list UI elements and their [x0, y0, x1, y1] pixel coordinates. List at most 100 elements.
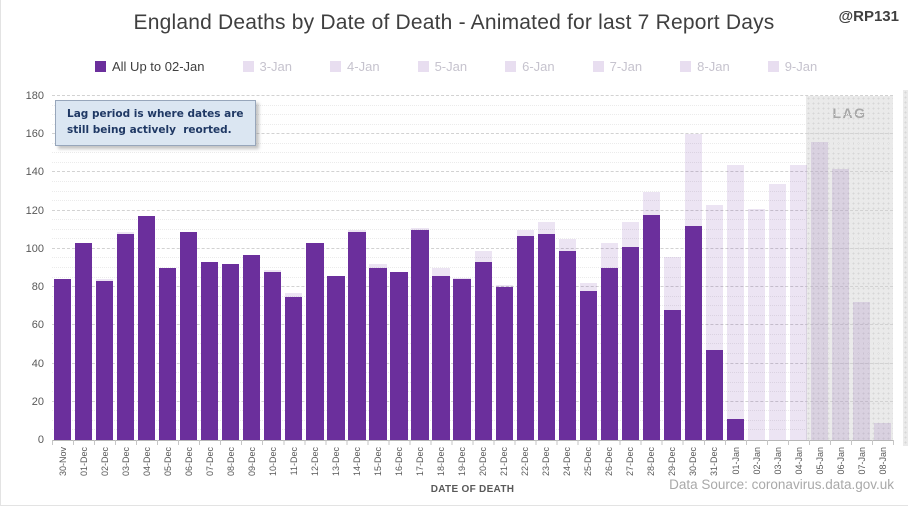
x-label-slot: 25-Dec — [578, 447, 599, 489]
x-label-slot: 01-Dec — [73, 447, 94, 489]
x-tick-label: 01-Dec — [78, 447, 89, 477]
legend-swatch-icon — [680, 61, 692, 72]
bar-slot-18-Dec — [431, 96, 452, 440]
bar-slot-15-Dec — [367, 96, 388, 440]
legend-item-3: 5-Jan — [417, 59, 467, 74]
legend-swatch-icon — [242, 61, 254, 72]
x-tick-label: 04-Dec — [141, 447, 152, 477]
x-tick-label: 10-Dec — [267, 447, 278, 477]
bar-dark-28-Dec — [642, 214, 660, 440]
bar-dark-04-Dec — [138, 216, 156, 440]
bar-slot-07-Dec — [199, 96, 220, 440]
lag-edge-strip — [903, 90, 908, 446]
bar-slot-01-Dec — [73, 96, 94, 440]
x-tick-label: 05-Jan — [814, 447, 825, 475]
x-label-slot: 09-Dec — [241, 447, 262, 489]
bar-dark-31-Dec — [705, 350, 724, 440]
bar-slot-03-Dec — [115, 96, 136, 440]
x-tick-label: 23-Dec — [541, 447, 552, 477]
lag-annotation: Lag period is where dates are still bein… — [55, 100, 256, 146]
x-tick-label: 13-Dec — [330, 447, 341, 477]
bar-slot-24-Dec — [557, 96, 578, 440]
bar-slot-31-Dec — [704, 96, 725, 440]
x-label-slot: 03-Dec — [115, 447, 136, 489]
x-tick-label: 18-Dec — [436, 447, 447, 477]
x-label-slot: 27-Dec — [620, 447, 641, 489]
bar-light-07-Jan — [853, 302, 871, 440]
x-tick-label: 26-Dec — [604, 447, 615, 477]
bar-slot-29-Dec — [662, 96, 683, 440]
x-label-slot: 15-Dec — [367, 447, 388, 489]
bar-dark-20-Dec — [474, 262, 492, 440]
x-tick-label: 08-Dec — [225, 447, 236, 477]
legend-item-6: 8-Jan — [680, 59, 730, 74]
bar-dark-09-Dec — [243, 254, 261, 440]
bar-dark-30-Dec — [684, 225, 703, 440]
bar-slot-21-Dec — [494, 96, 515, 440]
x-label-slot: 13-Dec — [325, 447, 346, 489]
bar-slot-09-Dec — [241, 96, 262, 440]
legend-swatch-icon — [505, 61, 517, 72]
legend-item-label: 7-Jan — [609, 59, 643, 74]
legend-item-7: 9-Jan — [767, 59, 817, 74]
x-tick-label: 07-Jan — [856, 447, 867, 475]
legend-swatch-icon — [592, 61, 604, 72]
x-label-slot: 19-Dec — [452, 447, 473, 489]
x-tick-label: 12-Dec — [309, 447, 320, 477]
bar-dark-18-Dec — [432, 275, 450, 440]
bar-dark-21-Dec — [495, 287, 513, 440]
y-tick-label: 60 — [31, 319, 44, 332]
x-label-slot: 04-Dec — [136, 447, 157, 489]
bar-slot-28-Dec — [641, 96, 662, 440]
bar-slot-05-Dec — [157, 96, 178, 440]
bar-slot-05-Jan — [809, 96, 830, 440]
x-tick-label: 22-Dec — [520, 447, 531, 477]
x-tick-label: 27-Dec — [625, 447, 636, 477]
bar-slot-08-Dec — [220, 96, 241, 440]
data-source-label: Data Source: coronavirus.data.gov.uk — [669, 477, 894, 492]
bar-light-01-Jan — [726, 164, 745, 440]
x-label-slot: 28-Dec — [641, 447, 662, 489]
bar-slot-01-Jan — [725, 96, 746, 440]
lag-annotation-text: Lag period is where dates are still bein… — [67, 108, 244, 137]
y-tick-label: 40 — [31, 357, 44, 370]
x-tick-label: 31-Dec — [709, 447, 720, 477]
bar-slot-22-Dec — [515, 96, 536, 440]
bar-dark-27-Dec — [621, 246, 639, 440]
x-tick-label: 09-Dec — [246, 447, 257, 477]
x-label-slot: 11-Dec — [283, 447, 304, 489]
x-tick-label: 20-Dec — [478, 447, 489, 477]
bar-slot-14-Dec — [346, 96, 367, 440]
bar-light-05-Jan — [811, 141, 829, 440]
y-tick-label: 120 — [25, 204, 44, 217]
x-label-slot: 26-Dec — [599, 447, 620, 489]
x-label-slot: 02-Dec — [94, 447, 115, 489]
legend-item-label: 3-Jan — [259, 59, 293, 74]
legend-swatch-icon — [330, 61, 342, 72]
bar-dark-24-Dec — [558, 250, 576, 440]
x-tick-label: 05-Dec — [162, 447, 173, 477]
bar-dark-10-Dec — [264, 271, 282, 440]
x-tick-label: 14-Dec — [351, 447, 362, 477]
bar-dark-03-Dec — [116, 233, 135, 440]
legend-item-0: All Up to 02-Jan — [95, 59, 205, 74]
bar-slot-30-Dec — [683, 96, 704, 440]
y-tick-label: 140 — [25, 166, 44, 179]
bar-dark-07-Dec — [201, 262, 219, 440]
bar-light-04-Jan — [789, 164, 808, 440]
y-tick-label: 160 — [25, 128, 44, 141]
bar-slot-10-Dec — [262, 96, 283, 440]
bar-dark-15-Dec — [369, 268, 387, 440]
bar-dark-22-Dec — [516, 235, 534, 440]
legend-item-1: 3-Jan — [242, 59, 293, 74]
x-tick-label: 11-Dec — [288, 447, 299, 476]
bar-slot-27-Dec — [620, 96, 641, 440]
x-tick-label: 03-Jan — [772, 447, 783, 475]
chart-title: England Deaths by Date of Death - Animat… — [133, 11, 775, 34]
x-label-slot: 14-Dec — [346, 447, 367, 489]
bar-dark-19-Dec — [453, 279, 471, 440]
bar-dark-14-Dec — [348, 231, 366, 440]
x-tick-label: 28-Dec — [646, 447, 657, 477]
x-tick-label: 04-Jan — [793, 447, 804, 475]
